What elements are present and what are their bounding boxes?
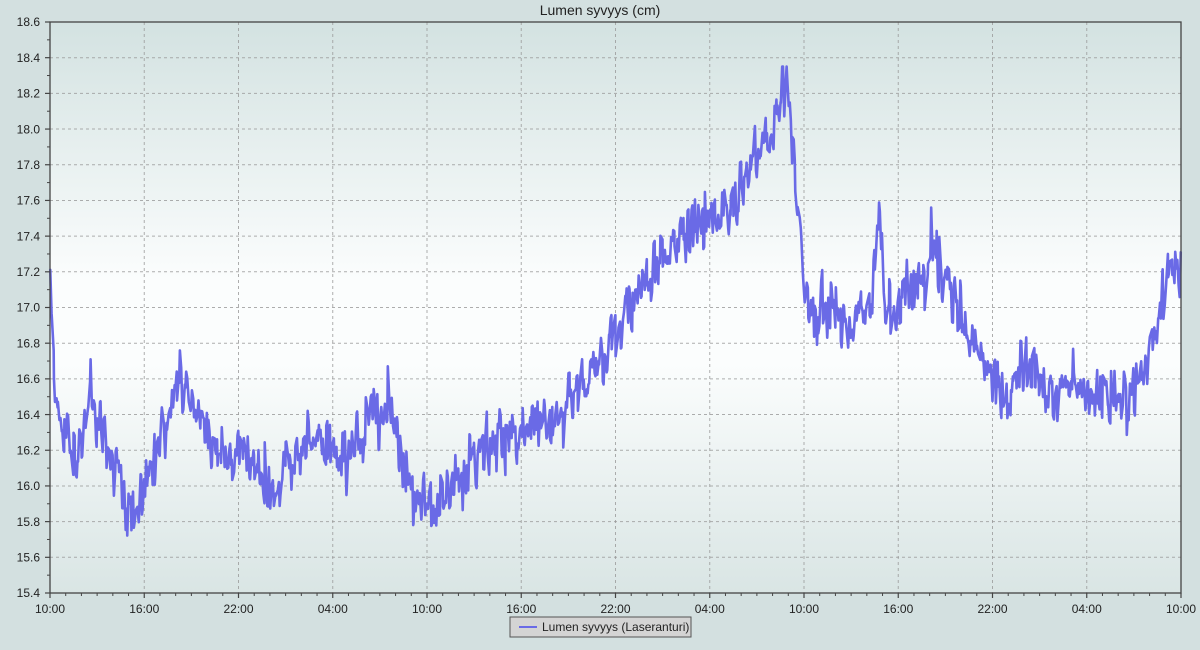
svg-text:15.6: 15.6 [17, 551, 41, 565]
svg-text:Lumen syvyys (Laseranturi): Lumen syvyys (Laseranturi) [542, 620, 689, 634]
svg-text:17.2: 17.2 [17, 265, 41, 279]
svg-text:17.6: 17.6 [17, 194, 41, 208]
svg-text:15.4: 15.4 [17, 586, 41, 600]
svg-text:Lumen syvyys (cm): Lumen syvyys (cm) [540, 2, 661, 18]
svg-text:16:00: 16:00 [129, 602, 159, 616]
svg-text:10:00: 10:00 [35, 602, 65, 616]
svg-text:04:00: 04:00 [1072, 602, 1102, 616]
svg-text:22:00: 22:00 [223, 602, 253, 616]
svg-text:04:00: 04:00 [695, 602, 725, 616]
svg-text:18.6: 18.6 [17, 15, 41, 29]
svg-text:16.6: 16.6 [17, 372, 41, 386]
svg-text:04:00: 04:00 [318, 602, 348, 616]
svg-text:16.2: 16.2 [17, 443, 41, 457]
svg-text:22:00: 22:00 [600, 602, 630, 616]
svg-text:22:00: 22:00 [977, 602, 1007, 616]
svg-text:18.0: 18.0 [17, 122, 41, 136]
svg-text:16.0: 16.0 [17, 479, 41, 493]
svg-text:17.4: 17.4 [17, 229, 41, 243]
svg-text:10:00: 10:00 [789, 602, 819, 616]
svg-text:16:00: 16:00 [883, 602, 913, 616]
svg-text:10:00: 10:00 [1166, 602, 1196, 616]
svg-text:15.8: 15.8 [17, 515, 41, 529]
svg-text:17.0: 17.0 [17, 301, 41, 315]
svg-text:18.2: 18.2 [17, 87, 41, 101]
svg-text:17.8: 17.8 [17, 158, 41, 172]
svg-text:16:00: 16:00 [506, 602, 536, 616]
svg-text:10:00: 10:00 [412, 602, 442, 616]
svg-text:16.8: 16.8 [17, 336, 41, 350]
svg-text:18.4: 18.4 [17, 51, 41, 65]
svg-text:16.4: 16.4 [17, 408, 41, 422]
